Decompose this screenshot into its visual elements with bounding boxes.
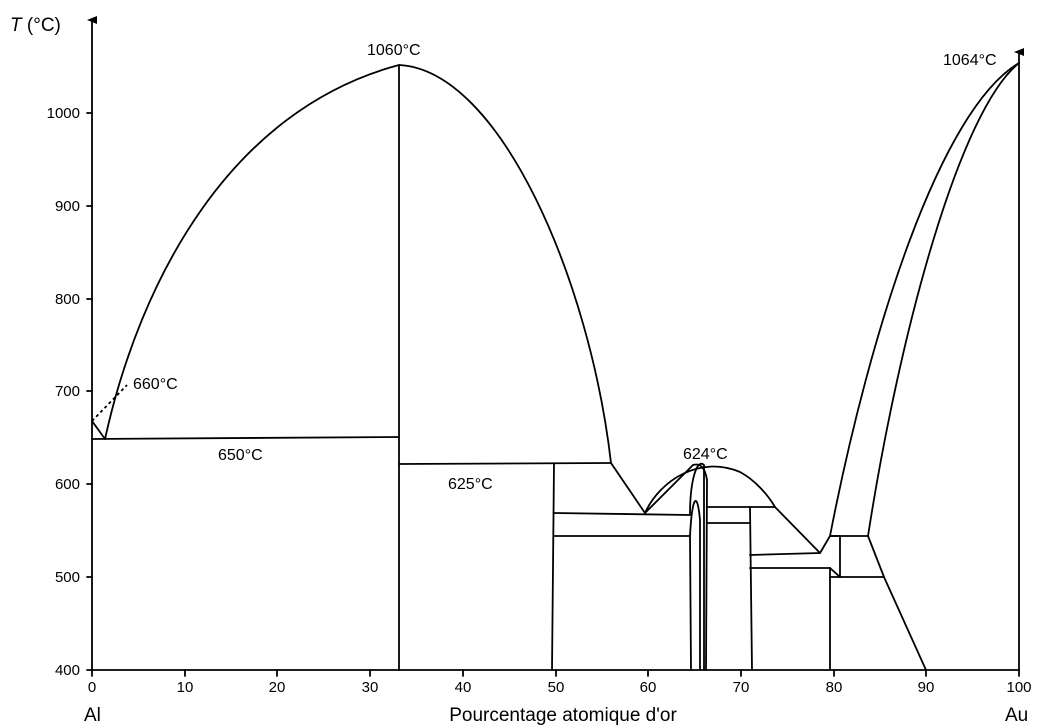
y-tick-label: 400: [55, 662, 80, 679]
x-tick-label: 50: [548, 679, 565, 696]
liquidus-eutectic-v: [610, 462, 694, 514]
x-tick-label: 30: [362, 679, 379, 696]
y-axis-title-symbol: T: [10, 15, 23, 36]
annotation-624: 624°C: [683, 446, 728, 463]
x-tick-label: 100: [1006, 679, 1031, 696]
liquidus-auai2-right: [398, 64, 612, 464]
y-tick-label: 500: [55, 569, 80, 586]
liquidus-au: [829, 62, 1020, 537]
y-ticks: [86, 112, 93, 671]
annotation-625: 625°C: [448, 476, 493, 493]
element-label-au: Au: [1005, 705, 1028, 725]
y-tick-label: 700: [55, 383, 80, 400]
y-tick-label: 900: [55, 198, 80, 215]
x-tick-label: 40: [455, 679, 472, 696]
x-tick-label: 70: [733, 679, 750, 696]
solvus-au: [867, 535, 927, 671]
x-axis-title: Pourcentage atomique d'or: [449, 705, 677, 725]
x-ticks: [91, 669, 1020, 677]
phase-line-64: [689, 535, 692, 671]
solidus-au: [867, 62, 1020, 537]
isotherm-650: [91, 436, 400, 440]
y-tick-label: 1000: [47, 105, 80, 122]
liquidus-al-extension-dashed: [91, 384, 128, 422]
phase-link-80: [819, 535, 841, 578]
phase-lens-65: [689, 499, 701, 671]
x-tick-label: 80: [826, 679, 843, 696]
isotherm-525: [749, 552, 821, 556]
isotherm-625: [398, 462, 612, 465]
y-axis-title: T (°C): [10, 15, 61, 36]
phase-boundary-70: [749, 506, 753, 671]
y-tick-labels: 400 500 600 700 800 900 1000: [47, 105, 80, 679]
liquidus-dome-624: [644, 465, 821, 554]
phase-narrow-66: [692, 463, 708, 671]
x-tick-label: 0: [88, 679, 96, 696]
annotation-660: 660°C: [133, 376, 178, 393]
liquidus-al-ab: [91, 64, 400, 440]
annotation-1064: 1064°C: [943, 52, 997, 69]
y-tick-label: 600: [55, 476, 80, 493]
x-tick-label: 10: [177, 679, 194, 696]
phase-narrow-65: [689, 462, 705, 671]
annotation-1060: 1060°C: [367, 42, 421, 59]
isotherm-568: [553, 512, 691, 516]
annotation-650: 650°C: [218, 447, 263, 464]
phase-boundary-50: [551, 463, 555, 671]
x-tick-label: 90: [918, 679, 935, 696]
y-axis-title-unit: (°C): [22, 15, 61, 36]
x-tick-label: 60: [640, 679, 657, 696]
x-tick-label: 20: [269, 679, 286, 696]
y-tick-label: 800: [55, 291, 80, 308]
element-label-al: Al: [84, 705, 101, 725]
x-tick-labels: 0 10 20 30 40 50 60 70 80 90 100: [88, 679, 1032, 696]
